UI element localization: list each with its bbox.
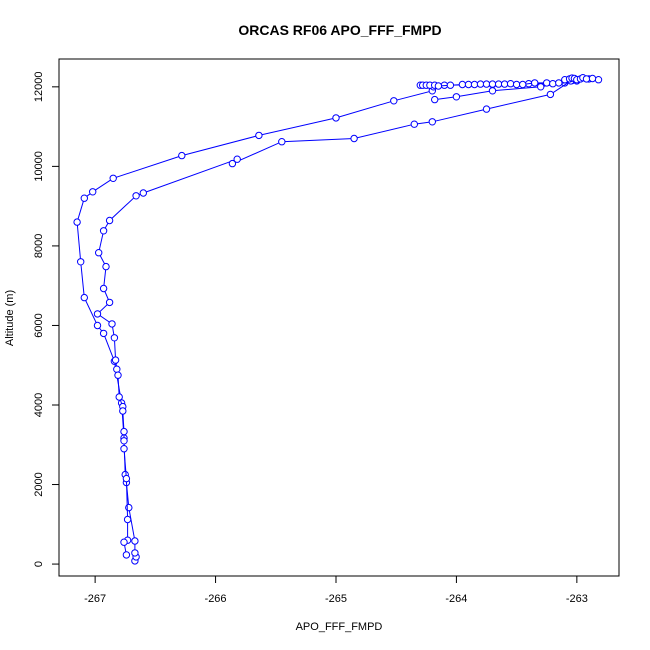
data-point [93,310,102,318]
data-point [108,320,116,328]
data-point [588,74,597,83]
x-tick-label: -263 [566,593,588,605]
data-point [113,365,121,373]
data-point [131,537,139,545]
series-4 [416,74,597,90]
data-point [332,114,340,122]
series-3 [93,75,603,559]
data-point [89,188,97,196]
data-point [488,80,497,88]
data-point [594,76,603,84]
data-point [99,329,108,338]
data-point [519,80,527,89]
data-point [549,80,557,88]
data-point [111,356,120,364]
data-point [446,81,455,89]
data-point [428,118,436,126]
data-point [458,80,467,89]
data-point [178,151,186,160]
x-axis: -267 -266 -265 -264 -263 [84,576,588,605]
y-axis-label: Altitude (m) [4,290,16,346]
data-point [115,393,123,401]
data-point [555,79,563,87]
data-point [119,407,127,415]
data-point [434,82,443,90]
data-point [125,503,133,512]
data-point [512,80,521,89]
data-point [482,80,491,88]
data-point [99,284,108,293]
data-point [93,321,102,330]
data-point [120,538,128,546]
series-line [76,78,575,562]
data-point [452,93,461,101]
data-point [482,105,491,113]
data-point [99,227,108,235]
y-tick-label: 8000 [33,234,45,258]
x-tick-label: -266 [205,593,227,605]
data-point [105,298,114,307]
data-point [488,87,497,95]
y-axis: 0 2000 4000 6000 8000 10000 12000 [33,72,59,567]
x-axis-label: APO_FFF_FMPD [296,621,383,633]
data-point [494,80,503,88]
data-point [73,218,81,226]
data-point [350,134,358,143]
data-point [77,258,85,266]
y-tick-label: 2000 [33,472,45,496]
data-point [506,80,515,88]
plot-frame [58,58,620,577]
x-tick-label: -267 [84,593,106,605]
data-point [410,120,418,128]
series-line [96,78,599,555]
data-point [123,515,132,524]
data-point [131,549,139,557]
data-point [110,334,119,342]
data-point [546,90,555,99]
data-point [80,293,89,302]
data-point [95,249,103,257]
series-1 [73,75,579,565]
data-point [278,138,286,146]
data-point [120,437,128,445]
data-point [233,155,241,163]
data-point [543,79,551,87]
x-tick-label: -264 [445,593,467,605]
data-point [470,80,479,89]
data-point [390,97,398,105]
data-point [139,189,148,197]
data-point [105,216,114,225]
y-tick-label: 0 [33,561,45,567]
data-point [80,194,89,202]
y-tick-label: 6000 [33,313,45,337]
data-point [120,445,128,453]
data-point [582,75,591,83]
series-layer [73,74,603,565]
y-tick-label: 4000 [33,393,45,417]
y-tick-label: 12000 [33,72,45,103]
data-point [464,80,473,89]
data-point [102,262,110,271]
data-point [132,192,140,200]
data-point [122,474,131,483]
data-point [431,95,439,104]
data-point [114,371,122,379]
data-point [500,80,509,88]
chart-title: ORCAS RF06 APO_FFF_FMPD [238,22,441,38]
x-tick-label: -265 [325,593,347,605]
y-tick-label: 10000 [33,151,45,182]
data-point [120,427,128,436]
data-point [255,131,263,140]
data-point [537,83,545,91]
data-point [109,174,117,183]
data-point [531,79,539,87]
data-point [228,159,237,168]
data-point [122,551,131,559]
data-point [476,80,485,88]
